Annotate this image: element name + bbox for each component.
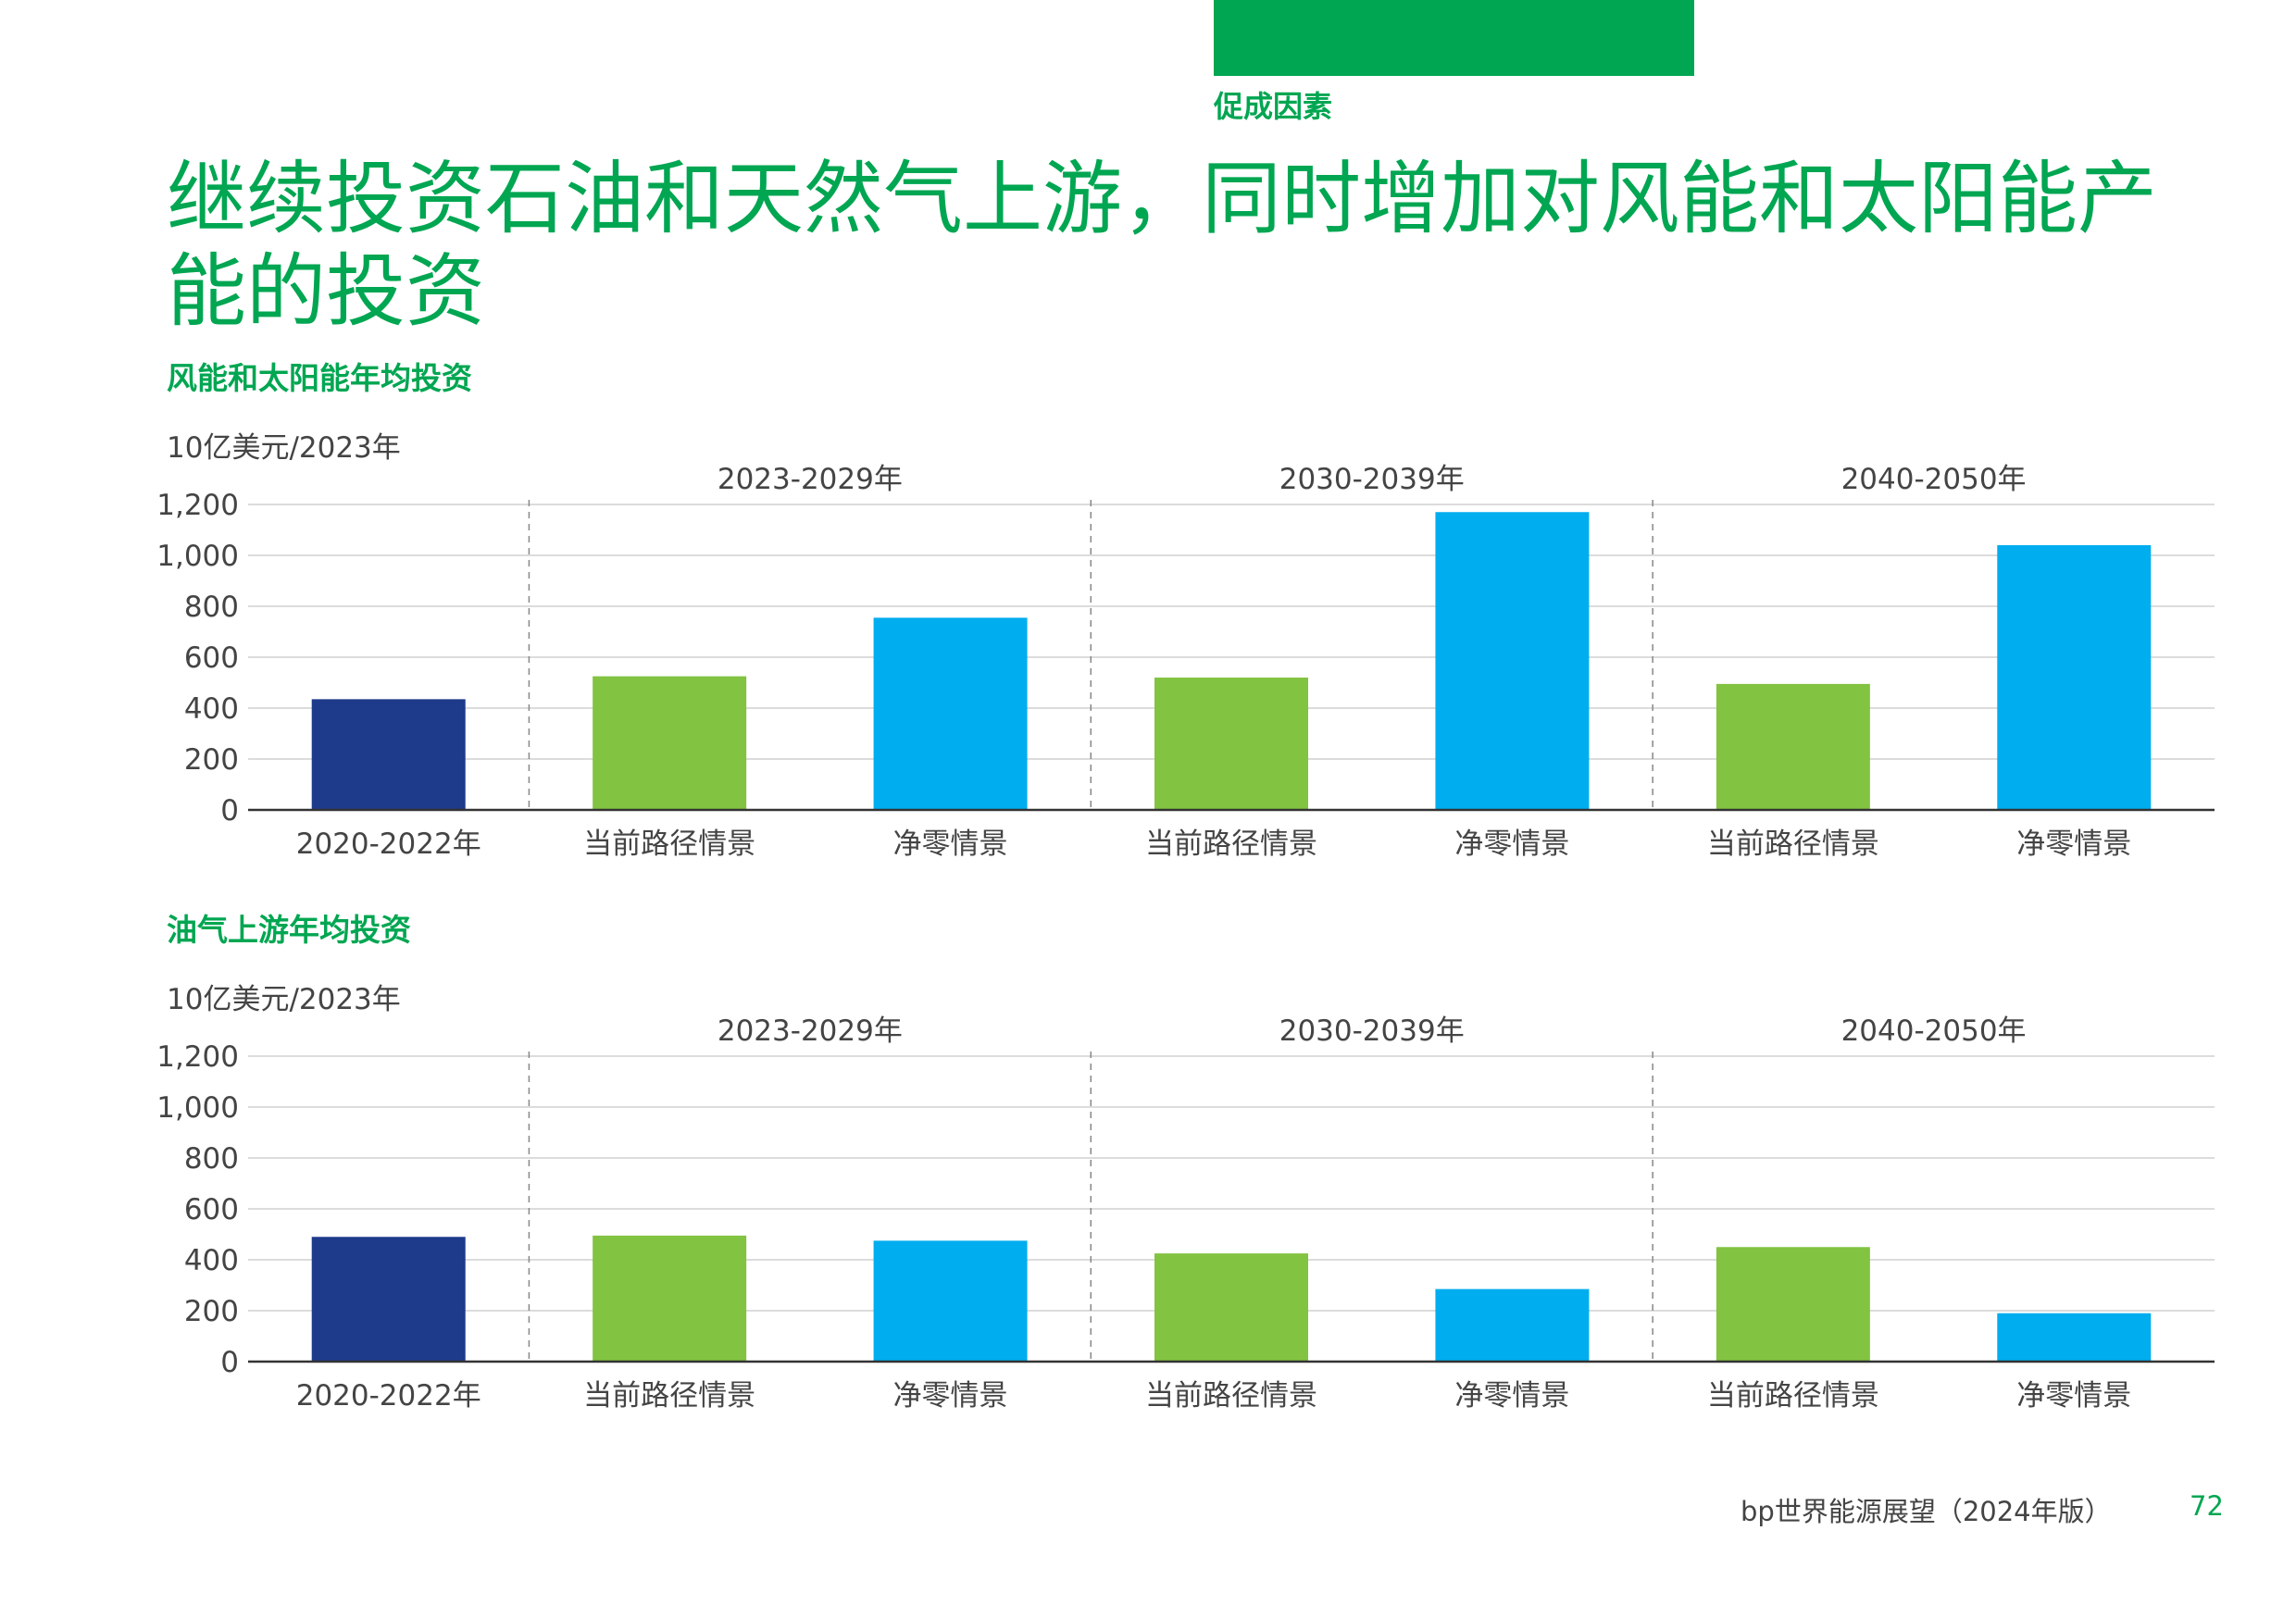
- x-category-label: 当前路径情景: [1145, 828, 1317, 861]
- y-tick-label: 1,000: [156, 1091, 239, 1125]
- period-label: 2023-2029年: [718, 1014, 903, 1048]
- page-title: 继续投资石油和天然气上游，同时增加对风能和太阳能产能的投资: [167, 153, 2157, 338]
- chart-2-title: 油气上游年均投资: [167, 912, 411, 948]
- period-label: 2040-2050年: [1841, 1014, 2027, 1048]
- y-tick-label: 1,200: [156, 1040, 239, 1074]
- x-category-label: 净零情景: [2016, 1379, 2131, 1413]
- y-tick-label: 400: [184, 692, 239, 726]
- y-tick-label: 600: [184, 641, 239, 675]
- chart-2-unit-label: 10亿美元/2023年: [167, 983, 401, 1016]
- bar-net-zero: [873, 1240, 1028, 1362]
- x-category-label: 净零情景: [2016, 828, 2131, 861]
- y-tick-label: 400: [184, 1244, 239, 1277]
- x-category-label: 当前路径情景: [583, 828, 755, 861]
- x-category-label: 2020-2022年: [296, 1379, 481, 1413]
- y-tick-label: 0: [220, 1346, 239, 1379]
- period-label: 2023-2029年: [718, 463, 903, 496]
- bar-current-trajectory: [593, 1235, 747, 1362]
- footer-publication: bp世界能源展望（2024年版）: [1741, 1496, 2112, 1527]
- bar-current-trajectory: [1154, 678, 1308, 810]
- y-tick-label: 800: [184, 591, 239, 624]
- x-category-label: 当前路径情景: [583, 1379, 755, 1413]
- bar-net-zero: [1435, 512, 1590, 810]
- y-tick-label: 200: [184, 743, 239, 777]
- x-category-label: 当前路径情景: [1145, 1379, 1317, 1413]
- bar-current-trajectory: [1154, 1253, 1308, 1362]
- bar-current-trajectory: [1716, 683, 1870, 810]
- bar-net-zero: [873, 617, 1028, 810]
- chart-1-wind-solar-investment: 0 200 400 600 800 1,000 1,200 2023-2029年 2030-20…: [156, 463, 2215, 861]
- bar-current-trajectory: [1716, 1247, 1870, 1362]
- bar-historical: [311, 699, 466, 810]
- period-label: 2030-2039年: [1279, 1014, 1465, 1048]
- x-category-label: 净零情景: [893, 828, 1008, 861]
- section-tab-bar: [1214, 0, 1694, 76]
- y-tick-label: 1,200: [156, 489, 239, 522]
- y-tick-label: 800: [184, 1142, 239, 1176]
- y-tick-label: 0: [220, 794, 239, 828]
- period-label: 2030-2039年: [1279, 463, 1465, 496]
- x-category-label: 净零情景: [893, 1379, 1008, 1413]
- chart-2-oil-gas-upstream-investment: 0 200 400 600 800 1,000 1,200 2023-2029年 2030-20…: [156, 1014, 2215, 1413]
- chart-1-title: 风能和太阳能年均投资: [167, 360, 472, 396]
- x-category-label: 2020-2022年: [296, 828, 481, 861]
- x-category-label: 净零情景: [1454, 828, 1569, 861]
- bar-historical: [311, 1237, 466, 1362]
- chart-1-unit-label: 10亿美元/2023年: [167, 431, 401, 465]
- bar-net-zero: [1997, 545, 2152, 810]
- section-label: 促成因素: [1214, 89, 1333, 124]
- bar-net-zero: [1997, 1313, 2152, 1362]
- page-number: 72: [2190, 1490, 2224, 1522]
- x-category-label: 当前路径情景: [1707, 1379, 1879, 1413]
- x-category-label: 净零情景: [1454, 1379, 1569, 1413]
- x-category-label: 当前路径情景: [1707, 828, 1879, 861]
- period-label: 2040-2050年: [1841, 463, 2027, 496]
- bar-net-zero: [1435, 1288, 1590, 1362]
- y-tick-label: 200: [184, 1295, 239, 1328]
- bar-current-trajectory: [593, 676, 747, 810]
- y-tick-label: 600: [184, 1193, 239, 1226]
- y-tick-label: 1,000: [156, 540, 239, 573]
